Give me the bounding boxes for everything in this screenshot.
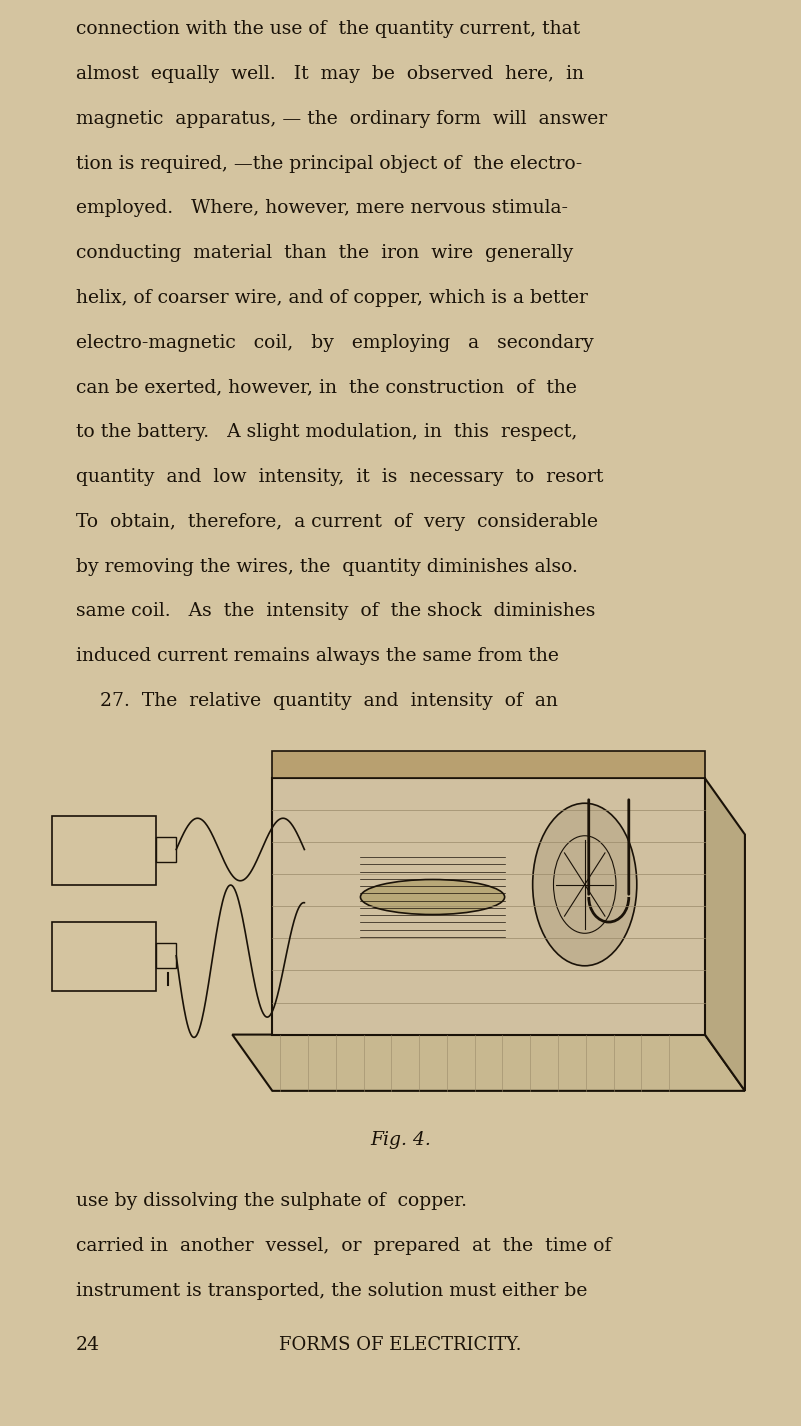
Bar [156,943,176,968]
Text: by removing the wires, the  quantity diminishes also.: by removing the wires, the quantity dimi… [76,558,578,576]
Text: FORMS OF ELECTRICITY.: FORMS OF ELECTRICITY. [280,1336,521,1353]
Polygon shape [705,779,745,1091]
Text: can be exerted, however, in  the construction  of  the: can be exerted, however, in the construc… [76,378,577,396]
Text: quantity  and  low  intensity,  it  is  necessary  to  resort: quantity and low intensity, it is necess… [76,468,603,486]
Bar [272,750,705,779]
Text: almost  equally  well.   It  may  be  observed  here,  in: almost equally well. It may be observed … [76,66,584,83]
Text: carried in  another  vessel,  or  prepared  at  the  time of: carried in another vessel, or prepared a… [76,1238,611,1255]
Text: conducting  material  than  the  iron  wire  generally: conducting material than the iron wire g… [76,244,574,262]
Text: tion is required, —the principal object of  the electro-: tion is required, —the principal object … [76,154,582,173]
Text: same coil.   As  the  intensity  of  the shock  diminishes: same coil. As the intensity of the shock… [76,602,595,620]
Text: employed.   Where, however, mere nervous stimula-: employed. Where, however, mere nervous s… [76,200,568,218]
Ellipse shape [360,880,505,914]
Text: Fig. 4.: Fig. 4. [370,1131,431,1149]
Text: To  obtain,  therefore,  a current  of  very  considerable: To obtain, therefore, a current of very … [76,513,598,530]
Text: helix, of coarser wire, and of copper, which is a better: helix, of coarser wire, and of copper, w… [76,289,588,307]
Text: use by dissolving the sulphate of  copper.: use by dissolving the sulphate of copper… [76,1192,467,1211]
Text: magnetic  apparatus, — the  ordinary form  will  answer: magnetic apparatus, — the ordinary form … [76,110,607,128]
Polygon shape [232,1035,745,1091]
Text: to the battery.   A slight modulation, in  this  respect,: to the battery. A slight modulation, in … [76,424,578,441]
Text: connection with the use of  the quantity current, that: connection with the use of the quantity … [76,20,580,39]
Bar [52,923,156,991]
Text: 24: 24 [76,1336,100,1353]
Bar [156,837,176,861]
Circle shape [533,803,637,965]
Text: 27.  The  relative  quantity  and  intensity  of  an: 27. The relative quantity and intensity … [76,692,558,710]
Bar [52,816,156,884]
Polygon shape [272,779,705,1035]
Text: electro-magnetic   coil,   by   employing   a   secondary: electro-magnetic coil, by employing a se… [76,334,594,352]
Text: induced current remains always the same from the: induced current remains always the same … [76,647,559,665]
Text: instrument is transported, the solution must either be: instrument is transported, the solution … [76,1282,587,1301]
